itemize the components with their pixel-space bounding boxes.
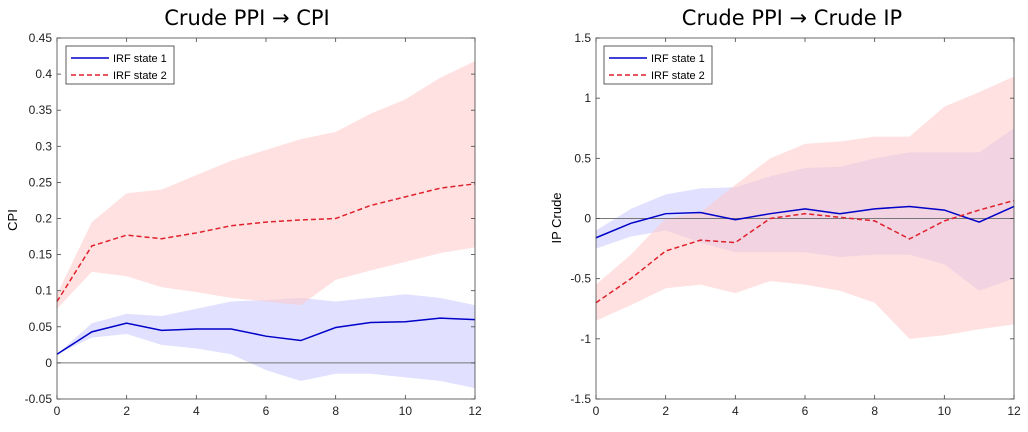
legend-box bbox=[65, 45, 175, 85]
plot-area: 0 2 4 6 8 10 12 -1.5 -1 -0.5 0 0.5 1 1.5 bbox=[570, 31, 1021, 418]
x-tick-label: 6 bbox=[802, 404, 809, 418]
x-tick-label: 10 bbox=[399, 404, 413, 418]
y-tick-label: -0.5 bbox=[570, 272, 591, 286]
y-tick-label: 0.5 bbox=[574, 151, 591, 165]
y-tick-label: 0.2 bbox=[35, 212, 52, 226]
confidence-band-state-2 bbox=[596, 76, 1014, 339]
x-tick-label: 2 bbox=[662, 404, 669, 418]
x-tick-label: 2 bbox=[123, 404, 130, 418]
x-tick-label: 8 bbox=[332, 404, 339, 418]
y-tick-label: 0.05 bbox=[29, 320, 53, 334]
chart-title: Crude PPI → Crude IP bbox=[682, 6, 902, 30]
series-line-state-2 bbox=[56, 183, 476, 302]
x-tick-label: 6 bbox=[263, 404, 270, 418]
legend-box bbox=[603, 45, 713, 85]
series-line-state-1 bbox=[595, 205, 1015, 239]
y-axis-label: IP Crude bbox=[549, 192, 564, 243]
x-tick-label: 0 bbox=[54, 404, 61, 418]
y-tick-label: -1 bbox=[580, 332, 591, 346]
y-tick-label: 0.35 bbox=[29, 103, 53, 117]
y-tick-label: 0.3 bbox=[35, 139, 52, 153]
legend-label-state-1: IRF state 1 bbox=[651, 53, 705, 65]
legend: IRF state 1 IRF state 2 bbox=[603, 45, 713, 85]
y-tick-label: 0 bbox=[584, 212, 591, 226]
x-tick-label: 4 bbox=[732, 404, 739, 418]
y-tick-label: 0.25 bbox=[29, 175, 53, 189]
legend-label-state-1: IRF state 1 bbox=[113, 53, 167, 65]
x-tick-label: 0 bbox=[593, 404, 600, 418]
x-tick-label: 10 bbox=[938, 404, 952, 418]
confidence-band-state-1 bbox=[57, 294, 475, 389]
plot-area: 0 2 4 6 8 10 12-0.0500.050.10.150.20.250.30.35… bbox=[25, 31, 482, 418]
y-tick-label: 1 bbox=[584, 91, 591, 105]
y-tick-label: 1.5 bbox=[574, 31, 591, 45]
y-tick-label: 0.4 bbox=[35, 67, 52, 81]
legend: IRF state 1 IRF state 2 bbox=[65, 45, 175, 85]
x-tick-label: 12 bbox=[1007, 404, 1021, 418]
chart-panel-ip: Crude PPI → Crude IP IP Crude 0 2 4 6 8 10 12-… bbox=[549, 6, 1021, 418]
x-tick-label: 4 bbox=[193, 404, 200, 418]
legend-label-state-2: IRF state 2 bbox=[651, 70, 705, 82]
legend-label-state-2: IRF state 2 bbox=[113, 70, 167, 82]
y-tick-label: -0.05 bbox=[25, 392, 53, 406]
chart-panel-cpi: Crude PPI → CPI CPI 0 2 4 6 8 10 12-0.0500.050… bbox=[5, 6, 482, 418]
chart-title: Crude PPI → CPI bbox=[164, 6, 330, 30]
x-tick-label: 12 bbox=[468, 404, 482, 418]
y-axis-label: CPI bbox=[5, 209, 20, 231]
y-tick-label: 0.45 bbox=[29, 31, 53, 45]
series-line-state-2 bbox=[595, 199, 1015, 304]
confidence-band-state-2 bbox=[57, 61, 475, 309]
y-tick-label: -1.5 bbox=[570, 392, 591, 406]
series-line-state-1 bbox=[56, 317, 476, 355]
y-tick-label: 0.1 bbox=[35, 284, 52, 298]
y-tick-label: 0.15 bbox=[29, 248, 53, 262]
x-tick-label: 8 bbox=[871, 404, 878, 418]
y-tick-label: 0 bbox=[45, 356, 52, 370]
